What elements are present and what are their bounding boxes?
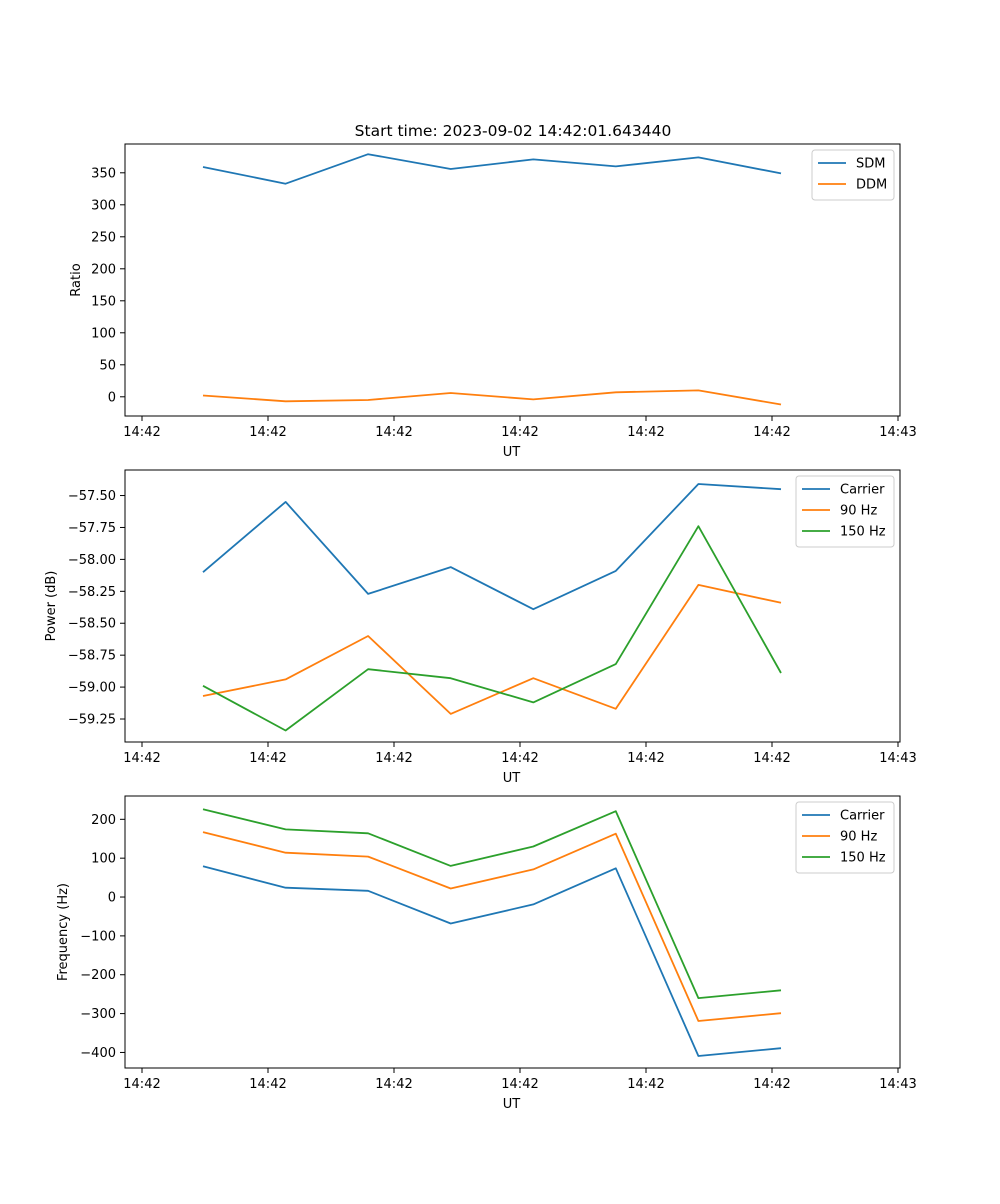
series-line-90-hz xyxy=(202,831,782,1022)
legend-label: DDM xyxy=(856,178,887,193)
y-tick-label: 200 xyxy=(91,813,116,828)
x-tick-label: 14:42 xyxy=(375,751,412,766)
y-tick-label: −58.75 xyxy=(68,649,116,664)
legend-label: 150 Hz xyxy=(840,851,886,866)
y-tick-label: −57.50 xyxy=(68,489,116,504)
x-axis-label: UT xyxy=(503,1097,521,1112)
y-tick-label: 350 xyxy=(91,166,116,181)
series-line-90-hz xyxy=(202,584,782,715)
legend: Carrier 90 Hz 150 Hz xyxy=(795,475,895,548)
x-tick-label: 14:42 xyxy=(375,425,412,440)
x-tick-label: 14:42 xyxy=(753,751,790,766)
legend-label: 150 Hz xyxy=(840,525,886,540)
legend-box xyxy=(795,475,895,548)
y-axis-label: Frequency (Hz) xyxy=(56,883,71,981)
legend-label: Carrier xyxy=(840,809,885,824)
y-tick-label: −57.75 xyxy=(68,521,116,536)
x-tick-label: 14:42 xyxy=(501,425,538,440)
legend-label: 90 Hz xyxy=(840,830,877,845)
legend-box xyxy=(795,801,895,874)
y-axis-label: Power (dB) xyxy=(44,571,59,642)
y-tick-label: −58.50 xyxy=(68,617,116,632)
y-tick-label: −59.25 xyxy=(68,713,116,728)
series-line-ddm xyxy=(202,389,782,406)
legend: SDM DDM xyxy=(811,149,895,201)
y-tick-label: −200 xyxy=(80,968,116,983)
x-tick-label: 14:42 xyxy=(249,751,286,766)
x-tick-label: 14:43 xyxy=(879,1077,916,1092)
axes-frame xyxy=(124,469,901,743)
x-axis-label: UT xyxy=(503,445,521,460)
legend-label: 90 Hz xyxy=(840,504,877,519)
y-tick-label: 100 xyxy=(91,852,116,867)
series-line-150-hz xyxy=(202,808,782,999)
y-tick-label: −59.00 xyxy=(68,681,116,696)
x-tick-label: 14:42 xyxy=(123,1077,160,1092)
y-tick-label: 300 xyxy=(91,198,116,213)
x-axis-label: UT xyxy=(503,771,521,786)
x-tick-label: 14:42 xyxy=(753,1077,790,1092)
y-tick-label: 100 xyxy=(91,326,116,341)
y-tick-label: −58.00 xyxy=(68,553,116,568)
x-tick-label: 14:42 xyxy=(627,425,664,440)
y-axis-label: Ratio xyxy=(69,263,84,296)
x-tick-label: 14:43 xyxy=(879,751,916,766)
y-tick-label: −58.25 xyxy=(68,585,116,600)
y-tick-label: 250 xyxy=(91,230,116,245)
x-tick-label: 14:43 xyxy=(879,425,916,440)
series-line-150-hz xyxy=(202,525,782,732)
legend-label: SDM xyxy=(856,157,885,172)
axes-frame xyxy=(124,795,901,1069)
y-tick-label: −100 xyxy=(80,929,116,944)
chart-2: 14:42 14:42 14:42 14:42 14:42 14:42 14:43 UT −59… xyxy=(44,469,917,786)
y-tick-label: 200 xyxy=(91,262,116,277)
x-tick-label: 14:42 xyxy=(627,1077,664,1092)
x-tick-label: 14:42 xyxy=(123,751,160,766)
x-tick-label: 14:42 xyxy=(501,751,538,766)
legend: Carrier 90 Hz 150 Hz xyxy=(795,801,895,874)
x-tick-label: 14:42 xyxy=(249,1077,286,1092)
y-tick-label: −300 xyxy=(80,1007,116,1022)
x-tick-label: 14:42 xyxy=(123,425,160,440)
x-tick-label: 14:42 xyxy=(753,425,790,440)
figure-title: Start time: 2023-09-02 14:42:01.643440 xyxy=(355,122,672,140)
x-tick-label: 14:42 xyxy=(249,425,286,440)
x-tick-label: 14:42 xyxy=(375,1077,412,1092)
chart-1: 14:42 14:42 14:42 14:42 14:42 14:42 14:43 UT 0 50… xyxy=(69,143,917,460)
series-line-sdm xyxy=(202,153,782,185)
x-tick-label: 14:42 xyxy=(501,1077,538,1092)
y-tick-label: 0 xyxy=(108,390,116,405)
x-tick-label: 14:42 xyxy=(627,751,664,766)
axes-frame xyxy=(124,143,901,417)
legend-label: Carrier xyxy=(840,483,885,498)
series-line-carrier xyxy=(202,483,782,611)
y-tick-label: 50 xyxy=(99,358,116,373)
y-tick-label: 150 xyxy=(91,294,116,309)
y-tick-label: −400 xyxy=(80,1046,116,1061)
series-line-carrier xyxy=(202,865,782,1057)
chart-3: 14:42 14:42 14:42 14:42 14:42 14:42 14:43 UT −40… xyxy=(56,795,917,1112)
y-tick-label: 0 xyxy=(108,891,116,906)
